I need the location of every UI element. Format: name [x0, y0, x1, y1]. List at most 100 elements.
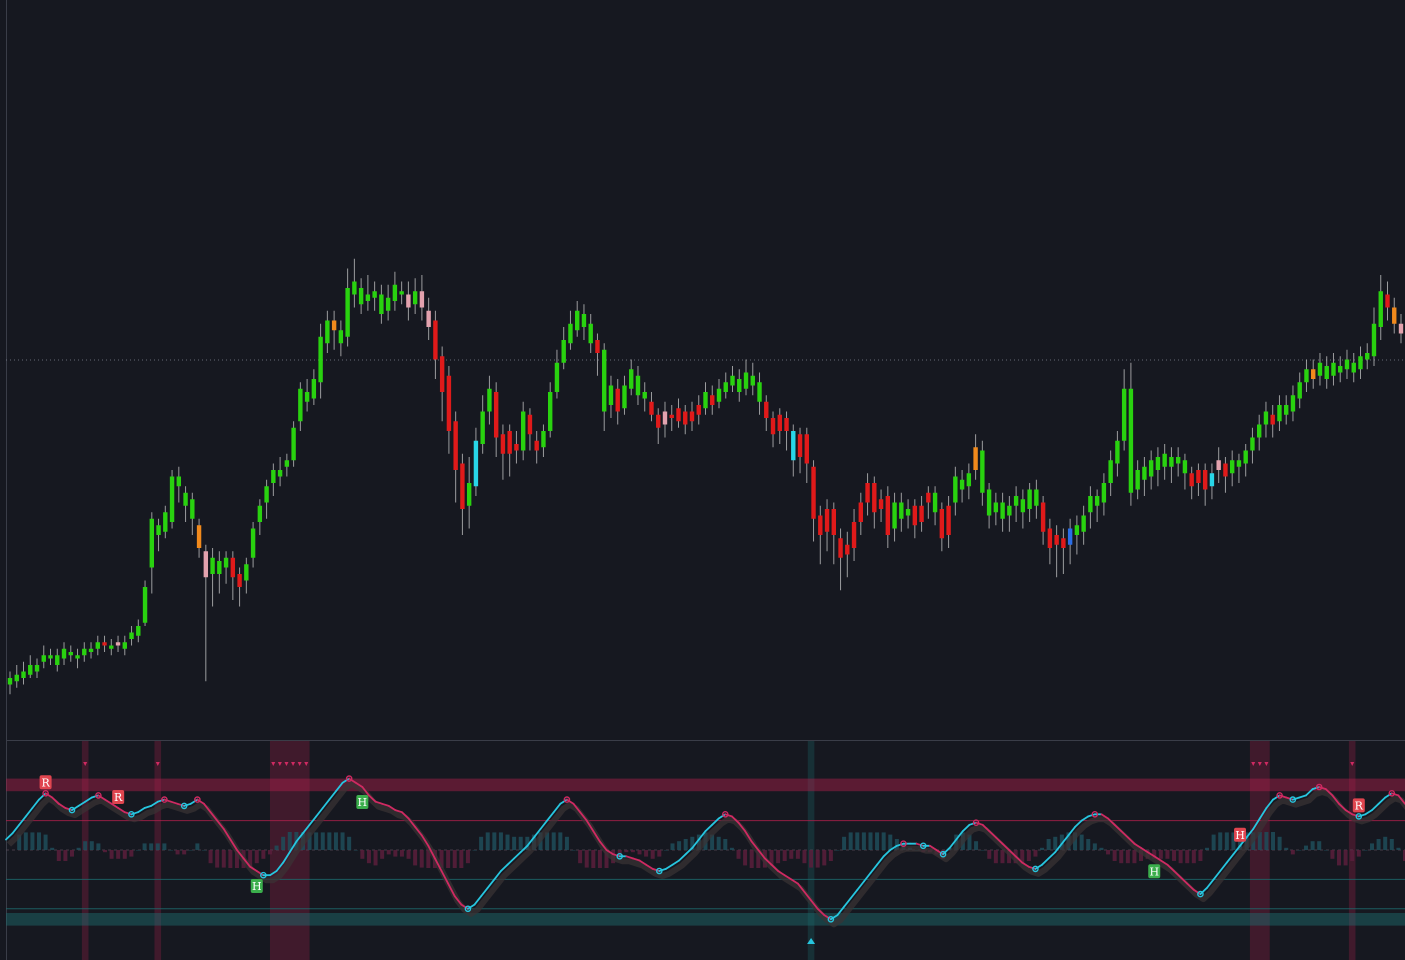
histogram-bar	[980, 850, 985, 851]
oscillator-trough-point	[1289, 796, 1297, 803]
candle-body	[683, 411, 688, 425]
oscillator-line-segment	[1225, 853, 1235, 864]
candle-body	[770, 418, 776, 435]
candle-body	[331, 320, 337, 331]
oscillator-line-segment	[209, 811, 219, 822]
oscillator-line-segment	[1140, 847, 1149, 853]
oscillator-line-segment	[295, 832, 304, 843]
candle-body	[1385, 294, 1390, 308]
candle-body	[480, 411, 485, 444]
histogram-bar	[228, 850, 233, 868]
oscillator-line-segment	[823, 914, 832, 921]
histogram-bar	[1383, 836, 1388, 850]
histogram-bar	[578, 850, 583, 864]
oscillator-line-segment	[1014, 855, 1024, 864]
histogram-bar	[142, 843, 147, 850]
oscillator-line-segment	[467, 903, 476, 910]
candle-body	[250, 528, 256, 558]
candle-body	[939, 509, 945, 539]
oscillator-line-segment	[64, 807, 73, 811]
candle-body	[865, 483, 870, 503]
overbought-zone	[6, 778, 1405, 792]
histogram-bar	[1317, 841, 1322, 850]
histogram-bar	[492, 832, 497, 850]
candle-body	[1324, 366, 1329, 379]
oscillator-line-segment	[671, 859, 681, 866]
candle-body	[899, 502, 904, 519]
candle-body	[1216, 460, 1221, 470]
candle-body	[379, 294, 384, 314]
candle-body	[946, 505, 951, 535]
oscillator-line-segment	[1331, 794, 1340, 805]
oscillator-line-segment	[981, 823, 991, 832]
candle-body	[61, 648, 67, 659]
histogram-bar	[881, 832, 886, 850]
oscillator-line-segment	[117, 807, 126, 814]
candle-body	[28, 665, 33, 675]
histogram-bar	[1007, 850, 1012, 864]
candle-body	[142, 587, 148, 623]
candle-body	[986, 489, 992, 516]
histogram-bar	[809, 850, 814, 868]
histogram-bar	[1290, 850, 1295, 855]
candle-body	[1223, 463, 1228, 477]
oscillator-line-segment	[843, 897, 852, 908]
candle-body	[1392, 307, 1397, 324]
signal-arrow-down	[277, 762, 282, 766]
oscillator-line-segment	[724, 813, 733, 818]
histogram-bar	[1165, 850, 1170, 859]
histogram-bar	[756, 850, 761, 868]
oscillator-line-segment	[1060, 834, 1070, 845]
signal-label-box	[1352, 798, 1365, 813]
signal-label-text: H	[1235, 829, 1245, 842]
histogram-bar	[1244, 832, 1249, 850]
histogram-bar	[1099, 847, 1104, 850]
oscillator-line-segment	[414, 826, 423, 837]
oscillator-line-segment	[1258, 807, 1268, 820]
oscillator-line-segment	[1272, 794, 1281, 801]
signal-label-box	[1148, 864, 1161, 879]
histogram-bar	[1172, 850, 1177, 861]
signal-label-text: R	[1355, 799, 1364, 812]
candle-body	[1229, 460, 1235, 474]
signal-arrow-down	[1251, 762, 1256, 766]
oscillator-line-segment	[915, 842, 925, 847]
histogram-bar	[677, 841, 682, 850]
oscillator-line-segment	[632, 857, 641, 862]
histogram-bar	[1000, 850, 1005, 864]
histogram-bar	[710, 834, 715, 850]
candle-body	[1182, 460, 1188, 474]
signal-label-text: H	[1149, 865, 1159, 878]
candle-body	[1142, 466, 1147, 480]
oscillator-pane: R R H H H H R	[5, 741, 1405, 960]
candle-body	[737, 379, 742, 392]
oscillator-line-segment	[684, 847, 694, 856]
candle-body	[811, 466, 816, 519]
oscillator-line-segment	[407, 817, 417, 828]
histogram-bar	[1211, 834, 1216, 850]
candle-body	[615, 388, 620, 412]
histogram-bar	[1086, 839, 1091, 850]
histogram-bar	[353, 850, 358, 851]
candle-body	[385, 297, 391, 311]
oscillator-peak-point	[194, 796, 201, 803]
candle-body	[1236, 460, 1242, 467]
histogram-bar	[96, 843, 101, 850]
oscillator-line-segment	[387, 805, 397, 811]
oscillator-line-segment	[480, 886, 489, 898]
candle-body	[716, 388, 722, 402]
histogram-bar	[63, 850, 68, 861]
candle-body	[784, 418, 789, 431]
oscillator-line-segment	[38, 792, 47, 801]
oscillator-line-segment	[566, 798, 575, 805]
candle-body	[966, 473, 972, 487]
histogram-bar	[50, 847, 55, 850]
oscillator-peak-point	[900, 840, 907, 848]
candle-body	[1101, 483, 1107, 503]
histogram-bar	[182, 850, 187, 855]
oscillator-peak-point	[563, 796, 571, 803]
candle-body	[1311, 369, 1316, 379]
oscillator-line-segment	[381, 802, 390, 807]
candle-body	[345, 288, 350, 337]
oscillator-line-segment	[519, 844, 529, 853]
